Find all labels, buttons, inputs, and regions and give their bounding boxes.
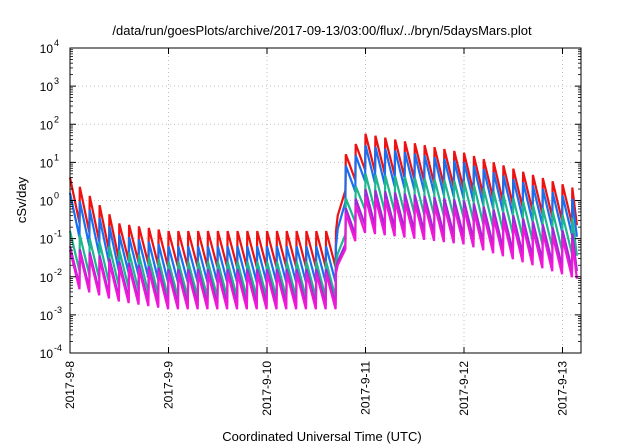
- chart-title: /data/run/goesPlots/archive/2017-09-13/0…: [112, 23, 532, 38]
- series-line-5: [68, 196, 578, 310]
- x-tick-label: 2017-9-10: [260, 361, 274, 416]
- y-tick-label: 10: [40, 156, 54, 170]
- x-axis-label: Coordinated Universal Time (UTC): [222, 429, 421, 444]
- y-tick-exponent: 4: [54, 38, 59, 48]
- y-tick-exponent: 3: [54, 76, 59, 86]
- y-tick-exponent: 1: [54, 152, 59, 162]
- y-tick-label: 10: [40, 347, 54, 361]
- y-tick-label: 10: [40, 195, 54, 209]
- y-tick-label: 10: [40, 118, 54, 132]
- x-tick-label: 2017-9-11: [359, 361, 373, 415]
- series-layer: [68, 133, 578, 310]
- y-tick-exponent: -1: [54, 229, 62, 239]
- x-tick-label: 2017-9-8: [63, 361, 77, 409]
- y-axis-label: cSv/day: [14, 176, 29, 223]
- y-tick-exponent: -4: [54, 343, 62, 353]
- y-tick-label: 10: [40, 233, 54, 247]
- y-tick-label: 10: [40, 271, 54, 285]
- x-tick-label: 2017-9-12: [457, 361, 471, 416]
- y-tick-label: 10: [40, 309, 54, 323]
- y-tick-exponent: 2: [54, 114, 59, 124]
- y-tick-exponent: 0: [54, 191, 59, 201]
- x-tick-label: 2017-9-9: [162, 361, 176, 409]
- y-tick-exponent: -2: [54, 267, 62, 277]
- y-tick-label: 10: [40, 42, 54, 56]
- y-tick-exponent: -3: [54, 305, 62, 315]
- x-tick-label: 2017-9-13: [556, 361, 570, 416]
- y-tick-label: 10: [40, 80, 54, 94]
